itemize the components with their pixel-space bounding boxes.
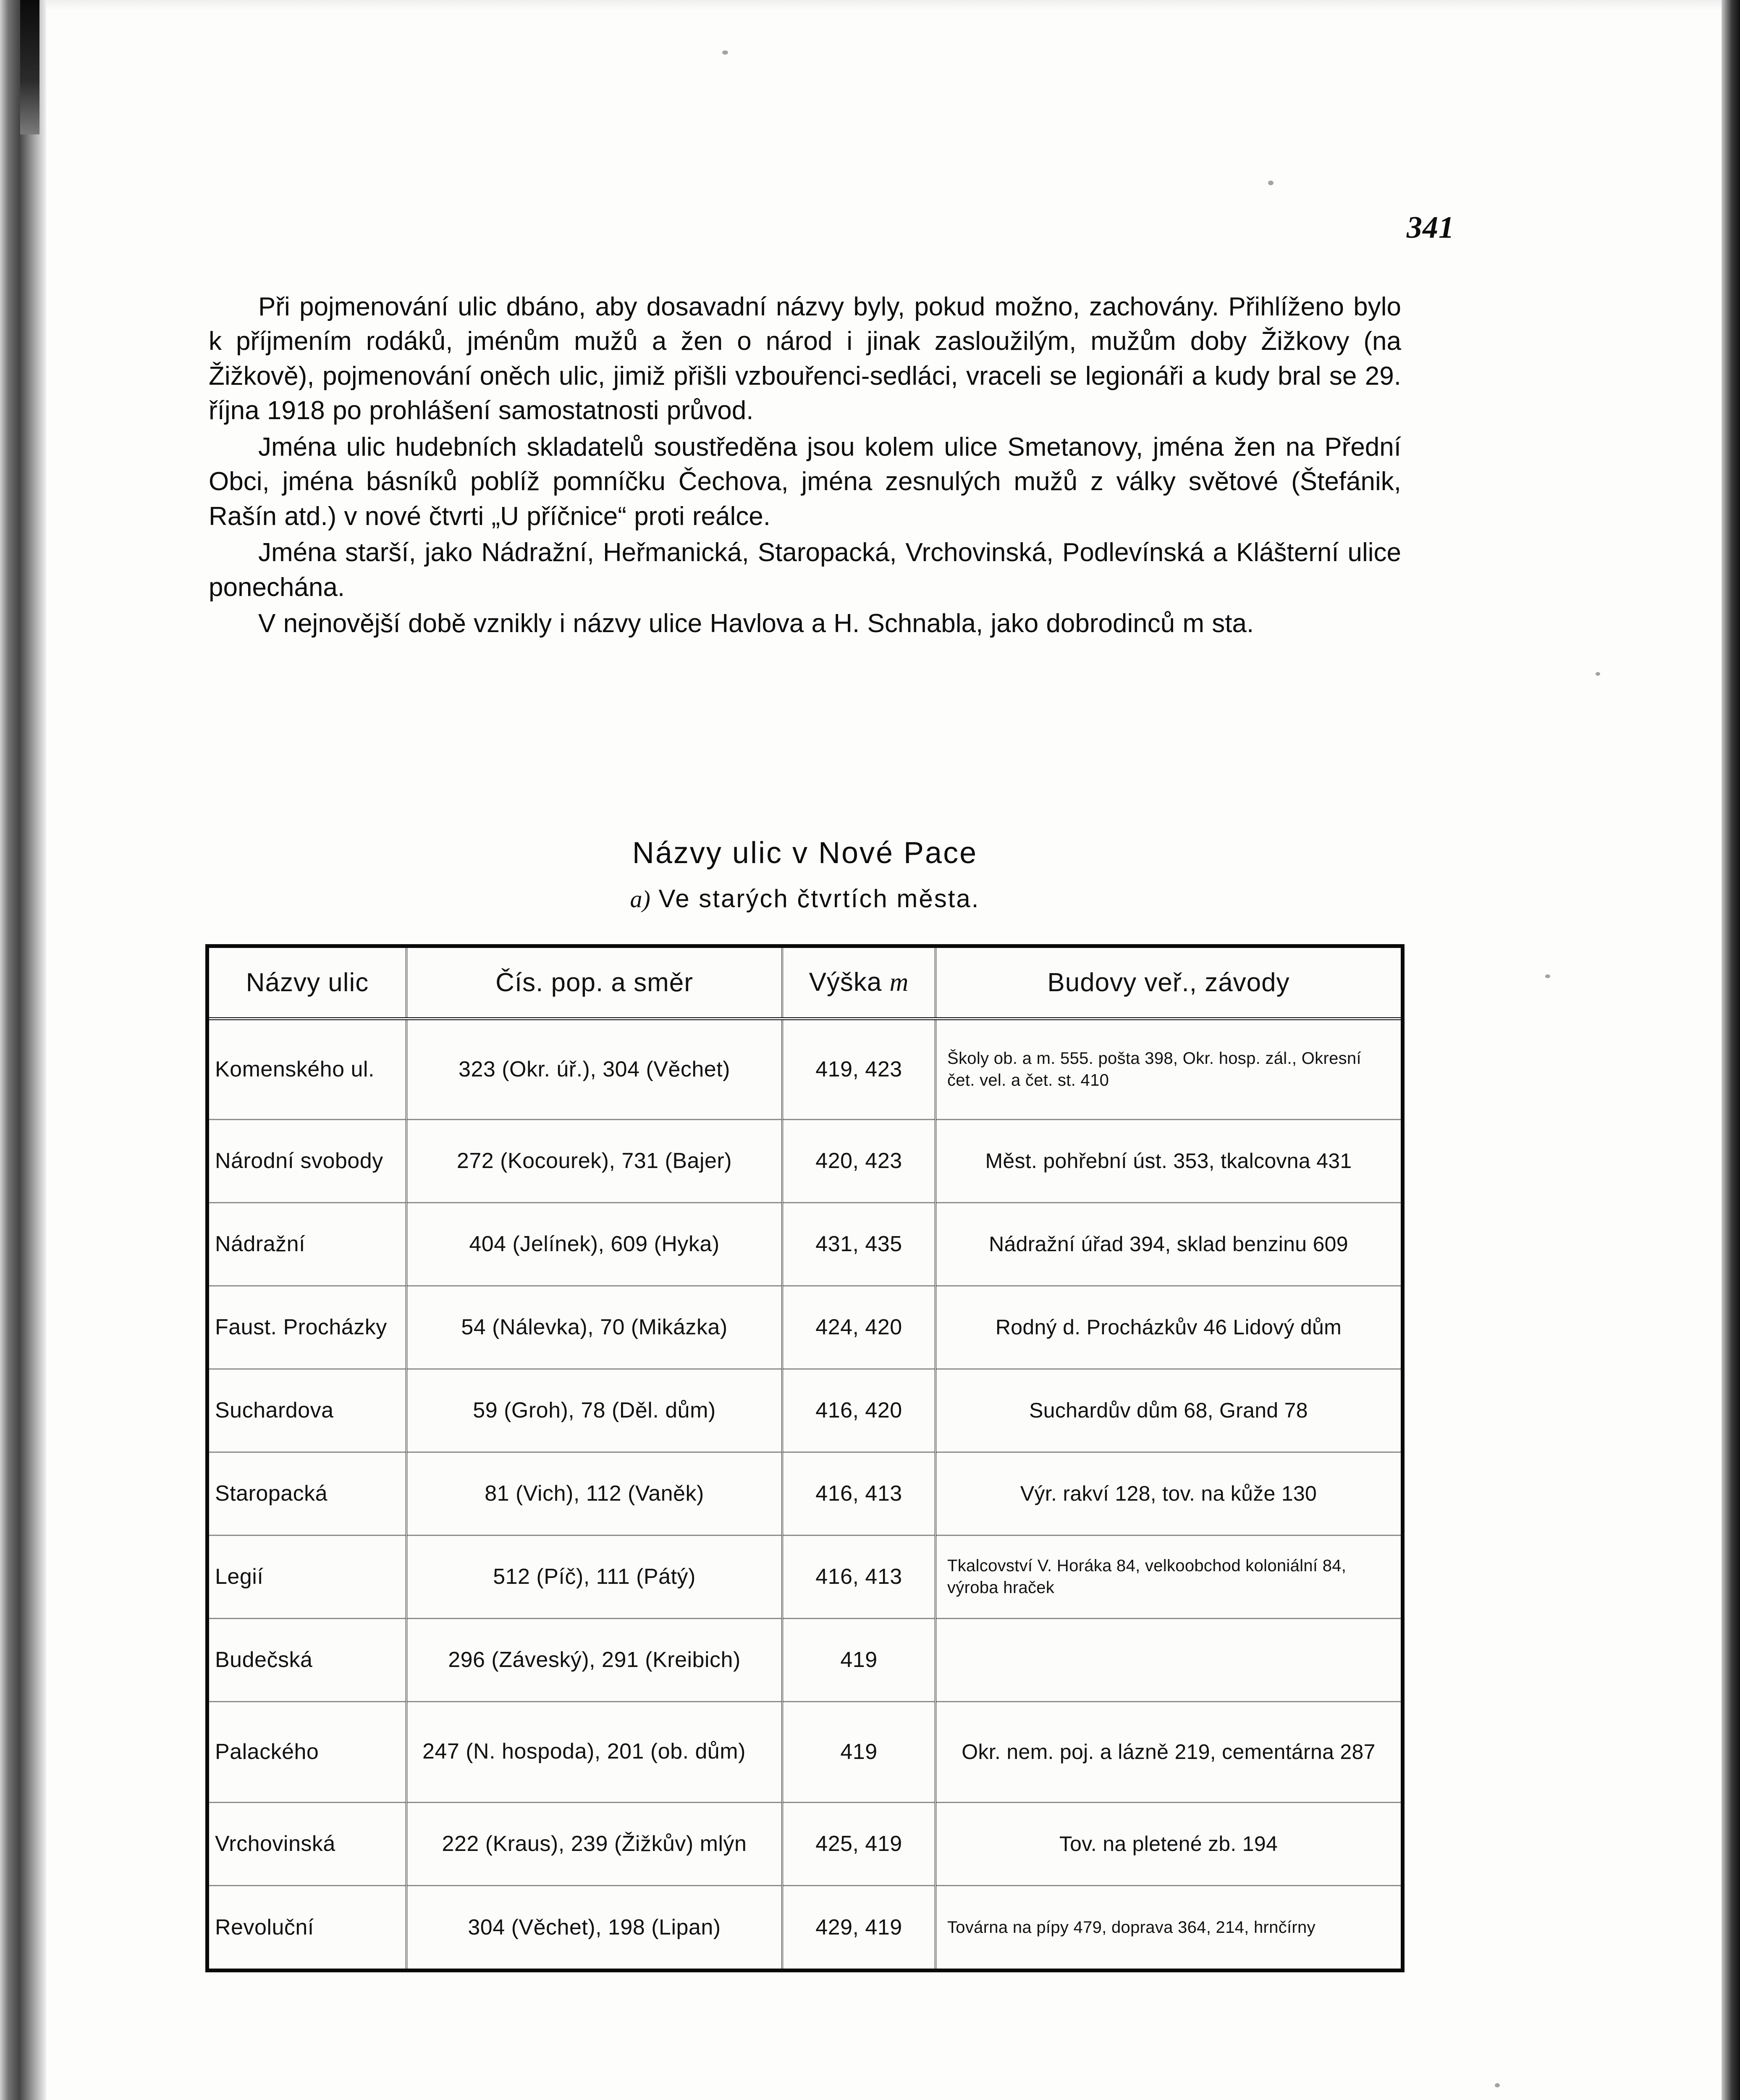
- cell-street-name: Nádražní: [209, 1202, 407, 1286]
- scan-speck: [1495, 2083, 1500, 2087]
- table-row: Národní svobody 272 (Kocourek), 731 (Baje…: [209, 1119, 1401, 1202]
- cell-house-numbers: 272 (Kocourek), 731 (Bajer): [406, 1119, 783, 1202]
- altitude-unit: m: [889, 968, 909, 997]
- table-row: Palackého 247 (N. hospoda), 201 (ob. dům)…: [209, 1701, 1401, 1802]
- street-names-table-frame: Názvy ulic Čís. pop. a směr Výška m Budo…: [205, 944, 1405, 1972]
- cell-public-buildings: Tkalcovství V. Horáka 84, velkoobchod ko…: [947, 1557, 1347, 1597]
- table-header: Názvy ulic Čís. pop. a směr Výška m Budo…: [209, 948, 1401, 1020]
- cell-altitude: 424, 420: [782, 1286, 936, 1369]
- cell-altitude: 419: [782, 1618, 936, 1701]
- paragraph-2: Jména ulic hudebních skladatelů soustřed…: [209, 432, 1401, 531]
- paragraph-4: V nejnovější době vznikly i názvy ulice …: [258, 609, 1254, 638]
- cell-street-name: Národní svobody: [209, 1119, 407, 1202]
- cell-public-buildings: [936, 1618, 1401, 1701]
- cell-public-buildings: Suchardův dům 68, Grand 78: [1029, 1398, 1308, 1422]
- table-row: Vrchovinská 222 (Kraus), 239 (Žižkův) mlý…: [209, 1802, 1401, 1885]
- cell-public-buildings: Školy ob. a m. 555. pošta 398, Okr. hosp…: [947, 1049, 1361, 1089]
- cell-public-buildings: Továrna na pípy 479, doprava 364, 214, h…: [947, 1918, 1315, 1937]
- cell-public-buildings: Nádražní úřad 394, sklad benzinu 609: [989, 1232, 1348, 1256]
- scan-top-edge: [0, 0, 1740, 11]
- cell-house-numbers: 81 (Vich), 112 (Vaněk): [406, 1452, 783, 1535]
- table-row: Staropacká 81 (Vich), 112 (Vaněk) 416, 413…: [209, 1452, 1401, 1535]
- table-row: Nádražní 404 (Jelínek), 609 (Hyka) 431, 43…: [209, 1202, 1401, 1286]
- cell-street-name: Faust. Procházky: [209, 1286, 407, 1369]
- cell-altitude: 420, 423: [782, 1119, 936, 1202]
- page-number: 341: [1407, 210, 1454, 245]
- table-row: Revoluční 304 (Věchet), 198 (Lipan) 429, 4…: [209, 1885, 1401, 1969]
- subsection-label: Ve starých čtvrtích města.: [658, 885, 980, 913]
- cell-altitude: 419, 423: [782, 1018, 936, 1119]
- cell-street-name: Suchardova: [209, 1369, 407, 1452]
- cell-public-buildings: Výr. rakví 128, tov. na kůže 130: [1020, 1481, 1317, 1505]
- cell-street-name: Revoluční: [209, 1885, 407, 1969]
- table-row: Budečská 296 (Záveský), 291 (Kreibich) 419: [209, 1618, 1401, 1701]
- cell-street-name: Komenského ul.: [209, 1018, 407, 1119]
- cell-street-name: Vrchovinská: [209, 1802, 407, 1885]
- cell-street-name: Staropacká: [209, 1452, 407, 1535]
- scan-speck: [1268, 181, 1274, 185]
- cell-house-numbers: 59 (Groh), 78 (Děl. dům): [406, 1369, 783, 1452]
- cell-altitude: 425, 419: [782, 1802, 936, 1885]
- cell-altitude: 416, 413: [782, 1535, 936, 1618]
- cell-house-numbers: 222 (Kraus), 239 (Žižkův) mlýn: [406, 1802, 783, 1885]
- cell-street-name: Budečská: [209, 1618, 407, 1701]
- table-row: Faust. Procházky 54 (Nálevka), 70 (Mikázk…: [209, 1286, 1401, 1369]
- cell-house-numbers: 296 (Záveský), 291 (Kreibich): [406, 1618, 783, 1701]
- table-body: Komenského ul. 323 (Okr. úř.), 304 (Věche…: [209, 1018, 1401, 1969]
- street-names-table: Názvy ulic Čís. pop. a směr Výška m Budo…: [209, 948, 1401, 1969]
- table-row: Komenského ul. 323 (Okr. úř.), 304 (Věche…: [209, 1018, 1401, 1119]
- cell-public-buildings: Měst. pohřební úst. 353, tkalcovna 431: [985, 1149, 1352, 1173]
- column-header-street-names: Názvy ulic: [209, 948, 407, 1020]
- body-text-column: Při pojmenování ulic dbáno, aby dosavadn…: [209, 290, 1401, 643]
- cell-altitude: 416, 420: [782, 1369, 936, 1452]
- cell-house-numbers: 54 (Nálevka), 70 (Mikázka): [406, 1286, 783, 1369]
- cell-street-name: Palackého: [209, 1701, 407, 1802]
- cell-house-numbers: 404 (Jelínek), 609 (Hyka): [406, 1202, 783, 1286]
- paragraph-1: Při pojmenování ulic dbáno, aby dosavadn…: [209, 292, 1401, 425]
- cell-house-numbers: 512 (Píč), 111 (Pátý): [406, 1535, 783, 1618]
- subsection-title: a) Ve starých čtvrtích města.: [209, 884, 1401, 913]
- cell-house-numbers: 323 (Okr. úř.), 304 (Věchet): [406, 1018, 783, 1119]
- table-row: Legií 512 (Píč), 111 (Pátý) 416, 413 Tkalco…: [209, 1535, 1401, 1618]
- scan-gutter-shadow: [0, 0, 46, 2100]
- cell-public-buildings: Rodný d. Procházkův 46 Lidový dům: [995, 1315, 1342, 1339]
- cell-altitude: 416, 413: [782, 1452, 936, 1535]
- subsection-marker: a): [630, 885, 650, 913]
- scan-speck: [722, 50, 728, 55]
- column-header-altitude: Výška m: [782, 948, 936, 1020]
- scan-gutter-dark-blotch: [20, 0, 39, 134]
- cell-street-name: Legií: [209, 1535, 407, 1618]
- paragraph-3: Jména starší, jako Nádražní, Heřmanická,…: [209, 538, 1401, 602]
- column-header-house-numbers: Čís. pop. a směr: [406, 948, 783, 1020]
- section-title: Názvy ulic v Nové Pace: [632, 836, 978, 870]
- cell-house-numbers: 304 (Věchet), 198 (Lipan): [406, 1885, 783, 1969]
- cell-altitude: 431, 435: [782, 1202, 936, 1286]
- scan-speck: [1545, 974, 1550, 978]
- cell-public-buildings: Tov. na pletené zb. 194: [1059, 1832, 1278, 1856]
- table-row: Suchardova 59 (Groh), 78 (Děl. dům) 416, 4…: [209, 1369, 1401, 1452]
- cell-house-numbers: 247 (N. hospoda), 201 (ob. dům): [406, 1701, 783, 1802]
- cell-altitude: 419: [782, 1701, 936, 1802]
- column-header-buildings: Budovy veř., závody: [936, 948, 1401, 1020]
- scan-right-edge-shadow: [1722, 0, 1740, 2100]
- cell-altitude: 429, 419: [782, 1885, 936, 1969]
- cell-public-buildings: Okr. nem. poj. a lázně 219, cementárna 2…: [962, 1740, 1376, 1764]
- scan-speck: [1596, 672, 1600, 676]
- table-header-row: Názvy ulic Čís. pop. a směr Výška m Budo…: [209, 948, 1401, 1020]
